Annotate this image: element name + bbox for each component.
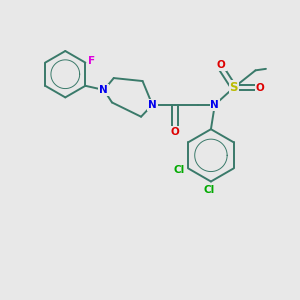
Text: N: N xyxy=(99,85,108,95)
Text: N: N xyxy=(148,100,157,110)
Text: O: O xyxy=(256,82,264,93)
Text: Cl: Cl xyxy=(204,185,215,195)
Text: F: F xyxy=(88,56,95,66)
Text: Cl: Cl xyxy=(173,165,184,175)
Text: S: S xyxy=(230,81,238,94)
Text: O: O xyxy=(171,127,180,137)
Text: N: N xyxy=(210,100,219,110)
Text: O: O xyxy=(217,60,226,70)
